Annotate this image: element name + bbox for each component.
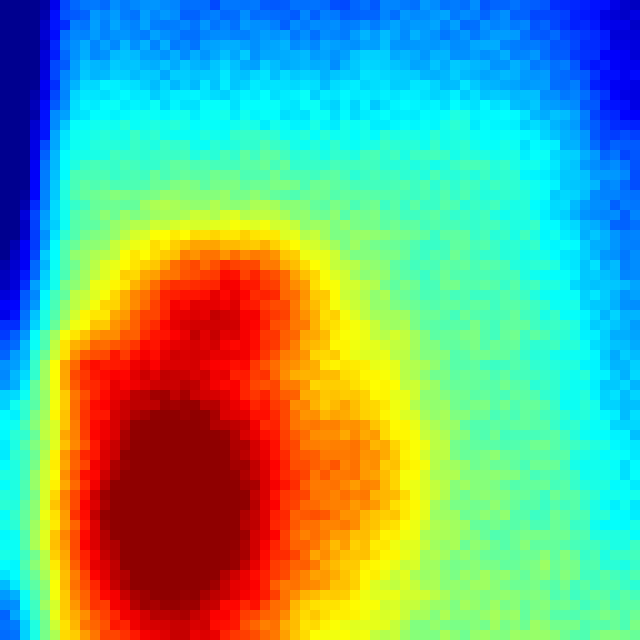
thermal-heatmap-image [0, 0, 640, 640]
thermal-image-viewport [0, 0, 640, 640]
